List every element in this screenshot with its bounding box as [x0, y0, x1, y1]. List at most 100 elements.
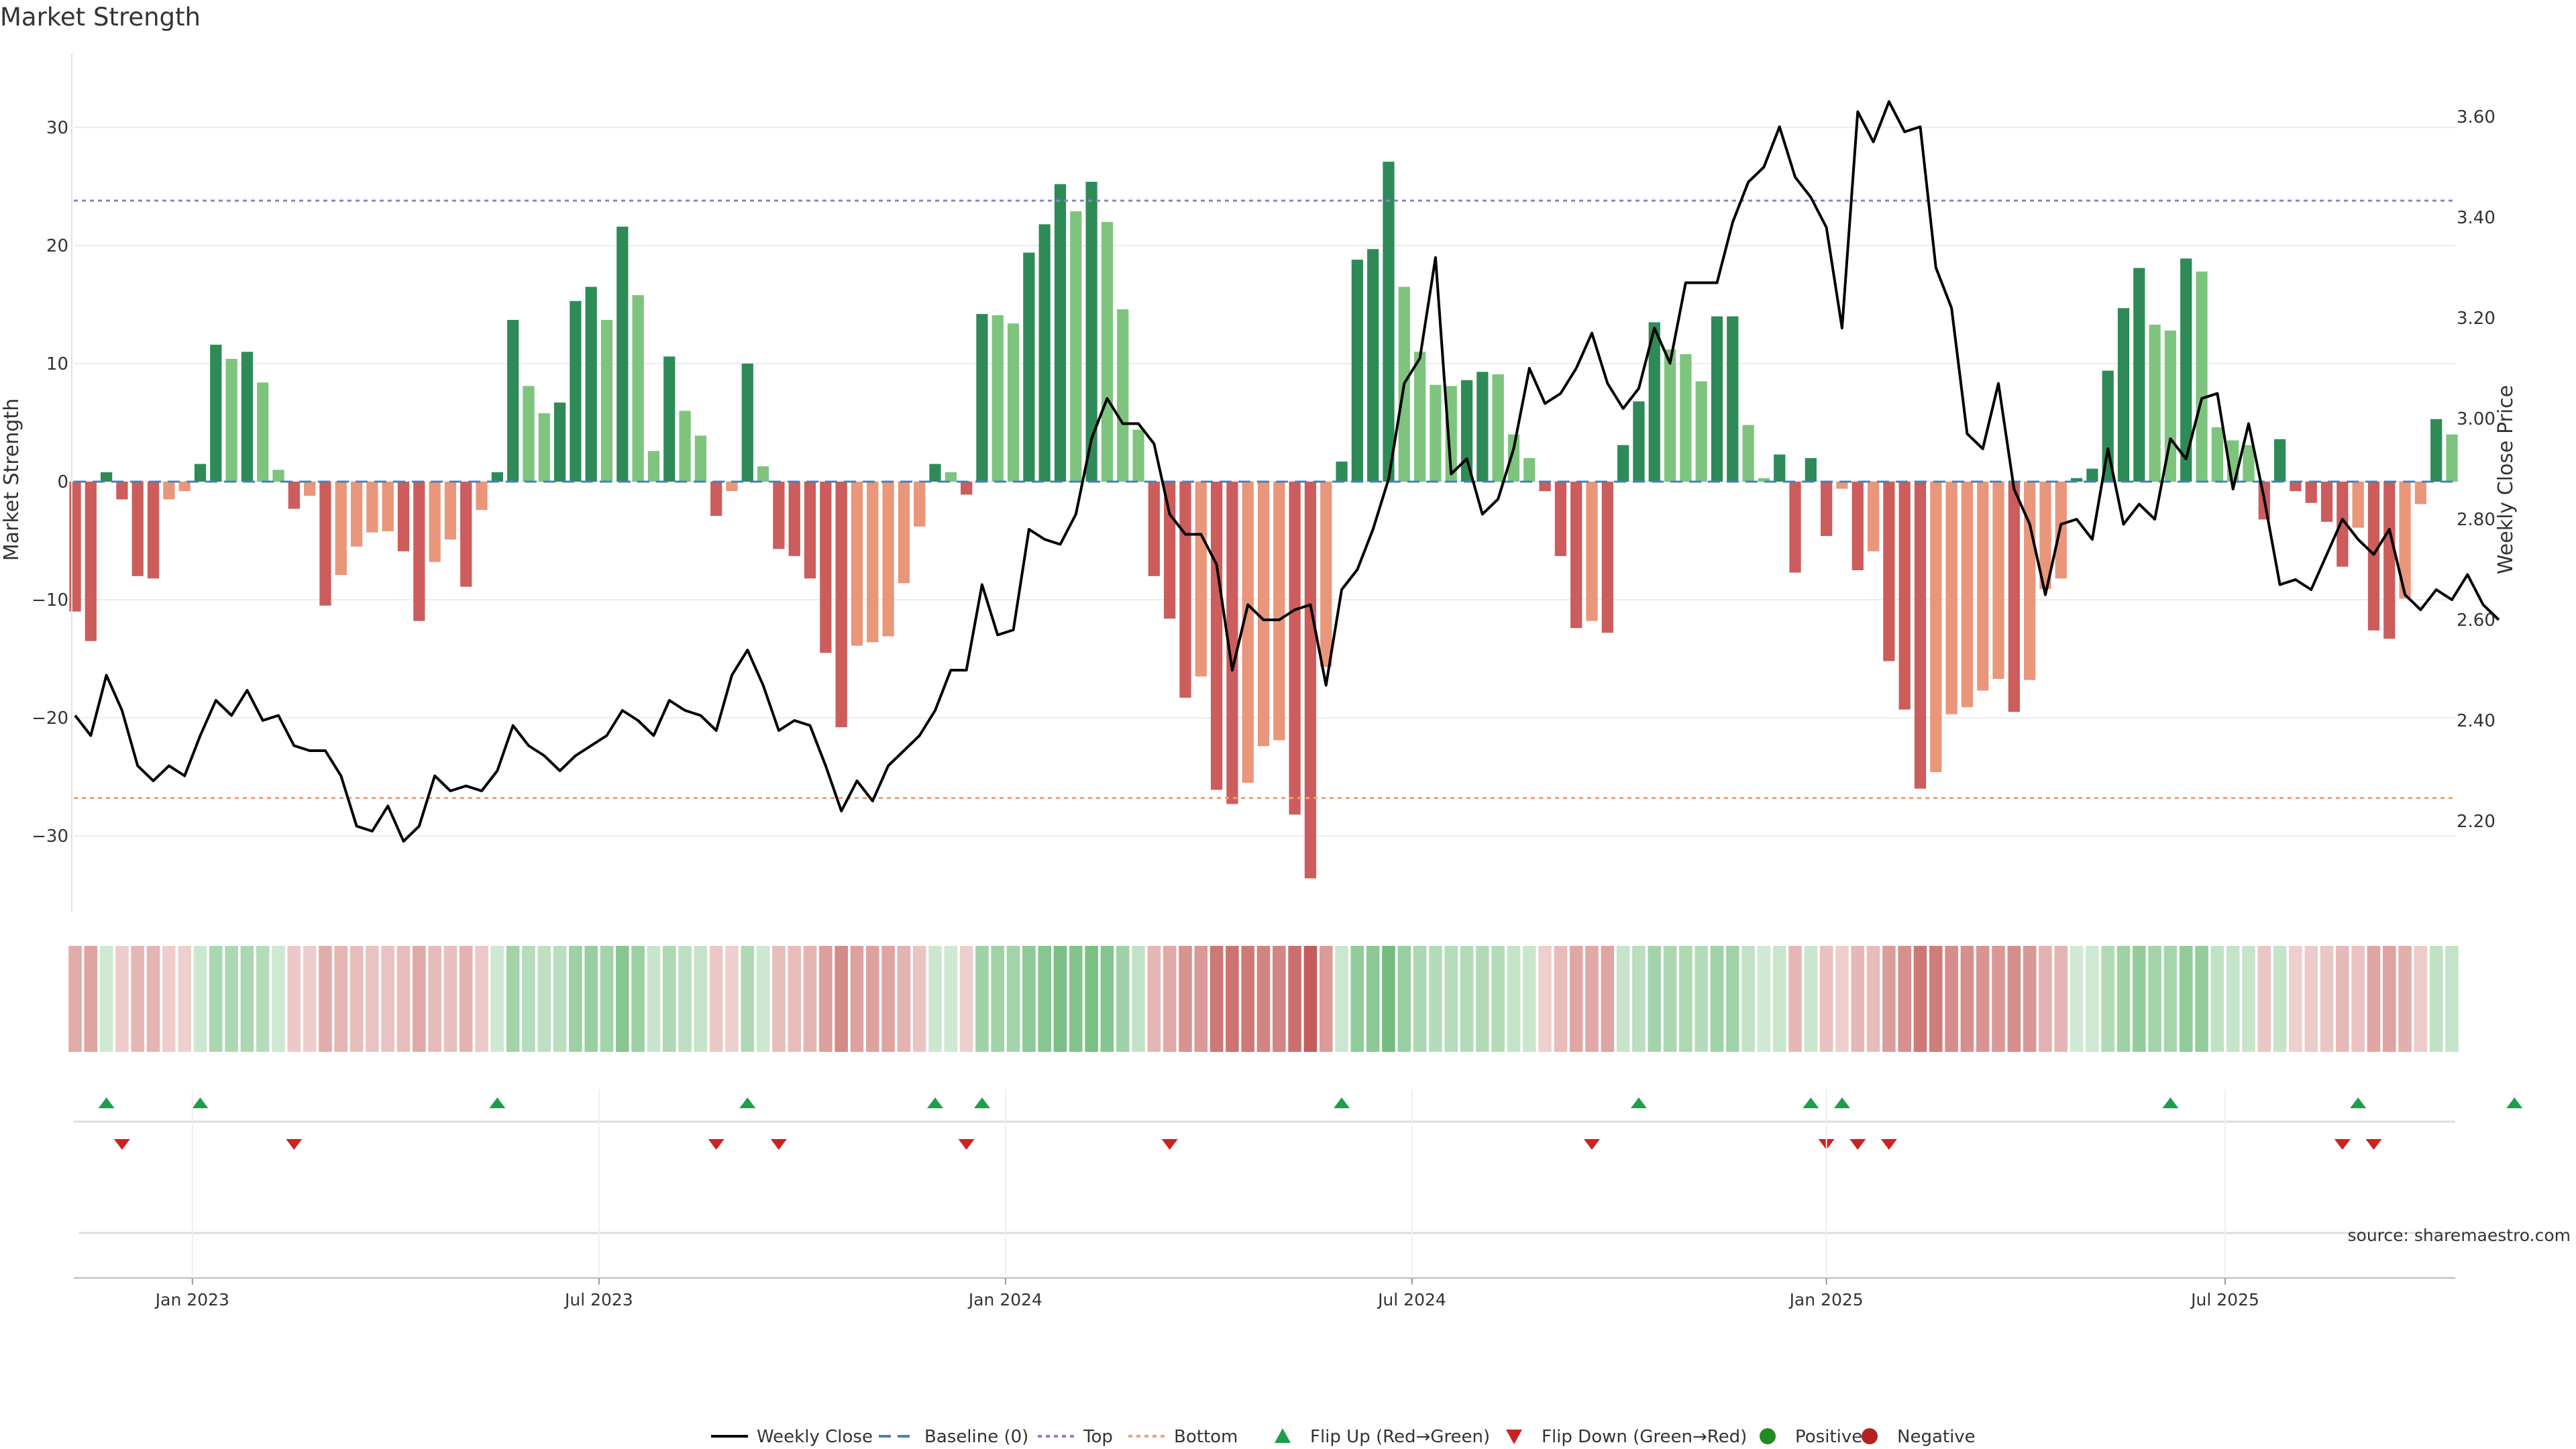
- heat-cell: [1397, 946, 1411, 1052]
- source-note: source: sharemaestro.com: [2348, 1226, 2571, 1245]
- heat-cell: [2304, 946, 2318, 1052]
- strength-bar: [350, 482, 363, 547]
- heat-cell: [1116, 946, 1130, 1052]
- heat-cell: [1960, 946, 1974, 1052]
- heat-cell: [1632, 946, 1646, 1052]
- strength-bar: [1992, 482, 2004, 679]
- heat-cell: [1554, 946, 1568, 1052]
- heat-cell: [256, 946, 270, 1052]
- strength-heat-strip: [68, 946, 2459, 1052]
- strength-bar: [710, 482, 722, 517]
- strength-bar: [945, 472, 957, 482]
- heat-cell: [1710, 946, 1724, 1052]
- heat-cell: [991, 946, 1005, 1052]
- heat-cell: [1491, 946, 1505, 1052]
- strength-bar: [1477, 372, 1489, 482]
- heat-cell: [459, 946, 473, 1052]
- strength-bar: [1179, 482, 1191, 698]
- x-tick-label: Jul 2023: [564, 1290, 633, 1309]
- heat-cell: [522, 946, 535, 1052]
- strength-bar: [85, 482, 97, 641]
- heat-cell: [240, 946, 254, 1052]
- strength-bar: [1304, 482, 1317, 879]
- flip-up-marker: [2506, 1097, 2523, 1108]
- heat-cell: [725, 946, 739, 1052]
- flip-up-marker: [1334, 1097, 1350, 1108]
- flip-down-marker: [708, 1139, 724, 1150]
- strength-bar: [632, 294, 644, 482]
- x-tick-label: Jan 2024: [967, 1290, 1042, 1309]
- legend: Weekly Close Baseline (0) Top Bottom Flip Up…: [711, 1427, 1976, 1447]
- x-tick-label: Jan 2025: [1788, 1290, 1864, 1309]
- heat-cell: [850, 946, 864, 1052]
- heat-cell: [1866, 946, 1880, 1052]
- strength-bar: [1038, 224, 1051, 482]
- y-tick-label: −20: [32, 708, 68, 729]
- strength-bar: [1836, 482, 1848, 489]
- strength-bar: [1789, 482, 1801, 573]
- strength-bar: [1945, 482, 1957, 714]
- strength-bar: [178, 482, 191, 492]
- strength-bar: [460, 482, 472, 587]
- strength-bar: [163, 482, 175, 500]
- heat-cell: [881, 946, 895, 1052]
- strength-bar: [585, 286, 597, 482]
- heat-cell: [1601, 946, 1615, 1052]
- strength-bar: [241, 352, 254, 482]
- flip-down-marker: [1880, 1139, 1897, 1150]
- heat-cell: [2351, 946, 2365, 1052]
- strength-bar: [225, 358, 237, 482]
- strength-bar: [1289, 482, 1301, 815]
- strength-bar: [2414, 482, 2427, 504]
- y-tick-label: 20: [46, 236, 68, 256]
- strength-bar: [2320, 482, 2333, 522]
- strength-bar: [2086, 468, 2098, 482]
- y-tick-label: 10: [46, 354, 68, 374]
- y-tick-label: −30: [32, 826, 68, 847]
- heat-cell: [2054, 946, 2068, 1052]
- strength-bar: [2352, 482, 2364, 528]
- strength-bar: [2024, 482, 2036, 680]
- heat-cell: [1569, 946, 1583, 1052]
- strength-bar: [1648, 322, 1660, 482]
- strength-bar: [1883, 482, 1895, 661]
- heat-cell: [115, 946, 129, 1052]
- heat-cell: [178, 946, 191, 1052]
- heat-cell: [287, 946, 301, 1052]
- reference-lines: [74, 199, 2455, 800]
- strength-bar: [2367, 482, 2380, 631]
- heat-cell: [2023, 946, 2037, 1052]
- strength-bar: [2243, 445, 2255, 482]
- strength-bar: [1492, 374, 1504, 482]
- strength-bar: [1132, 429, 1144, 482]
- strength-bar: [397, 482, 410, 551]
- strength-bar: [2070, 478, 2083, 482]
- flip-down-marker: [1161, 1139, 1178, 1150]
- strength-bar: [1445, 386, 1457, 482]
- x-tick-label: Jan 2023: [154, 1290, 229, 1309]
- heat-cell: [443, 946, 458, 1052]
- y2-tick-label: 3.20: [2457, 309, 2496, 329]
- heat-cell: [1585, 946, 1599, 1052]
- strength-bar: [1226, 482, 1238, 804]
- heat-cell: [1429, 946, 1442, 1052]
- heat-cell: [1382, 946, 1395, 1052]
- heat-cell: [84, 946, 98, 1052]
- flip-up-marker: [927, 1097, 944, 1108]
- strength-bar: [1523, 458, 1536, 482]
- heat-cell: [600, 946, 614, 1052]
- strength-bar: [1101, 221, 1114, 482]
- heat-cell: [1210, 946, 1224, 1052]
- heat-cell: [1898, 946, 1911, 1052]
- heat-cell: [334, 946, 348, 1052]
- y2-tick-label: 3.40: [2457, 208, 2496, 228]
- strength-bar: [600, 319, 613, 482]
- legend-label: Bottom: [1174, 1427, 1238, 1447]
- y-tick-label: −10: [32, 590, 68, 610]
- heat-cell: [1522, 946, 1536, 1052]
- flip-up-marker: [1833, 1097, 1850, 1108]
- heat-cell: [490, 946, 504, 1052]
- heat-cell: [1226, 946, 1239, 1052]
- heat-cell: [1335, 946, 1348, 1052]
- strength-bar: [2196, 271, 2208, 482]
